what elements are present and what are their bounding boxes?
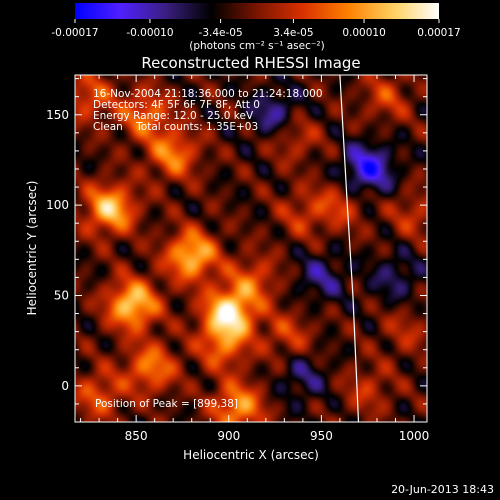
colorbar-tick-label: -0.00017 — [51, 27, 98, 39]
heatmap-image — [75, 75, 427, 422]
peak-position-label: Position of Peak = [899,38] — [95, 398, 238, 410]
x-tick-label: 900 — [217, 429, 240, 443]
y-tick-label: 100 — [46, 198, 69, 212]
plot-frame — [74, 74, 428, 423]
x-axis-label: Heliocentric X (arcsec) — [183, 448, 319, 462]
y-tick-label: 50 — [54, 288, 69, 302]
colorbar-tick-label: 0.00017 — [417, 27, 460, 39]
heatmap-area — [75, 75, 427, 422]
colorbar-tick-label: -0.00010 — [126, 27, 173, 39]
colorbar-tick-label: 3.4e-05 — [273, 27, 313, 39]
colorbar-tick-label: 0.00010 — [342, 27, 385, 39]
axis-ticks: 850 900 950 1000 0 50 100 150 — [46, 75, 429, 443]
y-tick-label: 150 — [46, 108, 69, 122]
y-axis-label: Heliocentric Y (arcsec) — [25, 181, 39, 316]
colorbar-tick-label: -3.4e-05 — [199, 27, 243, 39]
y-tick-label: 0 — [61, 379, 69, 393]
colorbar-units-label: (photons cm⁻² s⁻¹ asec⁻²) — [189, 40, 324, 52]
info-line-detectors: Detectors: 4F 5F 6F 7F 8F, Att 0 — [93, 99, 260, 111]
footer-timestamp: 20-Jun-2013 18:43 — [391, 483, 494, 496]
info-line-time: 16-Nov-2004 21:18:36.000 to 21:24:18.000 — [93, 88, 323, 100]
x-tick-label: 1000 — [399, 429, 430, 443]
info-line-counts: Clean Total counts: 1.35E+03 — [93, 121, 258, 133]
x-tick-label: 950 — [310, 429, 333, 443]
colorbar — [75, 3, 439, 19]
colorbar-ticks: -0.00017 -0.00010 -3.4e-05 3.4e-05 0.00010 0.… — [51, 19, 461, 39]
solar-limb-line — [339, 75, 360, 422]
info-line-energy: Energy Range: 12.0 - 25.0 keV — [93, 110, 254, 122]
chart-title: Reconstructed RHESSI Image — [141, 54, 360, 72]
x-tick-label: 850 — [125, 429, 148, 443]
